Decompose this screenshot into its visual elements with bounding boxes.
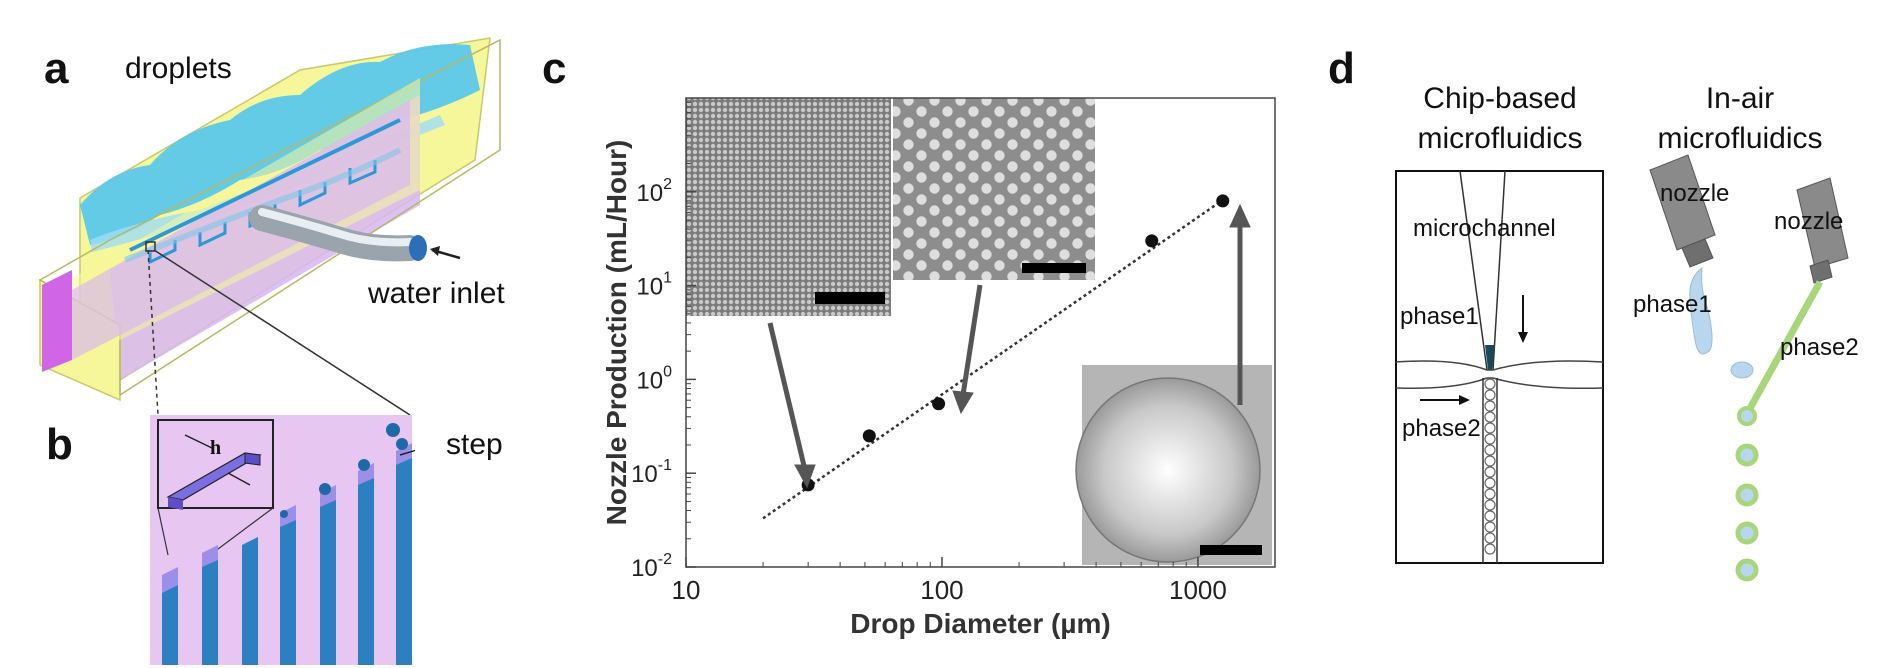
- chip-droplet: [1484, 543, 1496, 555]
- label-phase1-chip: phase1: [1400, 303, 1479, 330]
- label-step: step: [446, 428, 503, 461]
- chip-droplet: [1484, 411, 1496, 423]
- chart-axes: 10 100 1000 10-2 10-1 100 101 102 Drop Diameter …: [601, 97, 1276, 639]
- label-nozzle-left: nozzle: [1660, 180, 1730, 207]
- phase1-jet: [1689, 266, 1713, 355]
- label-water-inlet: water inlet: [368, 277, 505, 310]
- chip-droplet-train: [1484, 378, 1496, 555]
- chip-title-line2: microfluidics: [1417, 122, 1583, 155]
- inset-arrows: [767, 203, 1251, 489]
- panel-b-letter: b: [46, 420, 73, 469]
- y-tick-label: 10-2: [631, 551, 672, 582]
- nozzle-left: [1649, 154, 1716, 268]
- main-channel: [129, 118, 401, 252]
- chip-droplet: [1484, 389, 1496, 401]
- x-tick-label: 10: [672, 575, 701, 605]
- chip-droplet: [1484, 510, 1496, 522]
- panel-c-chart: 10 100 1000 10-2 10-1 100 101 102 Drop Diameter …: [601, 97, 1276, 639]
- chip-droplet: [1484, 532, 1496, 544]
- compound-droplet: [1735, 443, 1759, 467]
- chip-droplet: [1484, 433, 1496, 445]
- data-point: [1145, 234, 1159, 248]
- nozzle-right: [1796, 177, 1849, 284]
- chart-insets: [686, 98, 1272, 565]
- data-point: [862, 429, 876, 443]
- chip-droplet: [1484, 477, 1496, 489]
- compound-droplet-train: [1735, 443, 1759, 582]
- compound-droplet: [1735, 521, 1759, 545]
- chip-droplet: [1484, 400, 1496, 412]
- chip-droplet: [1484, 488, 1496, 500]
- label-phase2-air: phase2: [1780, 334, 1859, 361]
- data-point: [932, 397, 946, 411]
- chip-droplet: [1484, 422, 1496, 434]
- compound-droplet: [1735, 558, 1759, 582]
- chip-droplet: [1484, 499, 1496, 511]
- label-phase2-chip: phase2: [1402, 415, 1481, 442]
- x-axis-label: Drop Diameter (µm): [850, 608, 1110, 639]
- compound-drop-forming: [1737, 406, 1757, 426]
- tube-opening: [409, 235, 427, 261]
- air-title-line1: In-air: [1705, 82, 1775, 115]
- panel-b-step-illustration: [150, 415, 415, 665]
- chip-microchannel-image: [1395, 170, 1604, 564]
- label-h: h: [210, 437, 222, 459]
- label-phase1-air: phase1: [1633, 291, 1712, 318]
- chip-end-block: [42, 270, 72, 372]
- chip-droplet: [1484, 521, 1496, 533]
- compound-droplet: [1735, 483, 1759, 507]
- label-nozzle-right: nozzle: [1774, 208, 1844, 235]
- y-tick-label: 100: [636, 363, 672, 394]
- inset-medium-droplets: [893, 98, 1095, 280]
- zoom-marker: [145, 241, 156, 252]
- y-tick-label: 101: [636, 270, 672, 301]
- step-droplets: [280, 423, 408, 518]
- inset-fine-droplets: [686, 98, 891, 316]
- phase2-jet: [1744, 280, 1824, 414]
- y-tick-label: 10-1: [631, 457, 672, 488]
- y-tick-label: 102: [636, 176, 672, 207]
- in-air-illustration: [1649, 154, 1849, 582]
- plot-frame: [685, 97, 1276, 568]
- air-title-line2: microfluidics: [1657, 122, 1823, 155]
- chip-droplet: [1484, 378, 1496, 390]
- fit-line: [762, 195, 1228, 520]
- x-tick-label: 100: [920, 575, 963, 605]
- chip-title-line1: Chip-based: [1423, 82, 1577, 115]
- panel-a-chip-illustration: [38, 37, 501, 416]
- droplet-cloud: [80, 44, 480, 246]
- chip-droplet: [1484, 455, 1496, 467]
- y-axis-label: Nozzle Production (mL/Hour): [601, 140, 632, 526]
- data-point: [1216, 194, 1230, 208]
- water-tube: [249, 205, 423, 262]
- chip-droplet: [1484, 444, 1496, 456]
- step-channels: [162, 443, 412, 665]
- panel-a-letter: a: [44, 44, 69, 93]
- label-droplets: droplets: [125, 52, 232, 85]
- panel-d-letter: d: [1328, 44, 1355, 93]
- phase1-drop: [1730, 361, 1754, 379]
- x-tick-label: 1000: [1169, 575, 1227, 605]
- panel-c-letter: c: [542, 44, 567, 93]
- chip-droplet: [1484, 466, 1496, 478]
- label-microchannel: microchannel: [1413, 215, 1556, 242]
